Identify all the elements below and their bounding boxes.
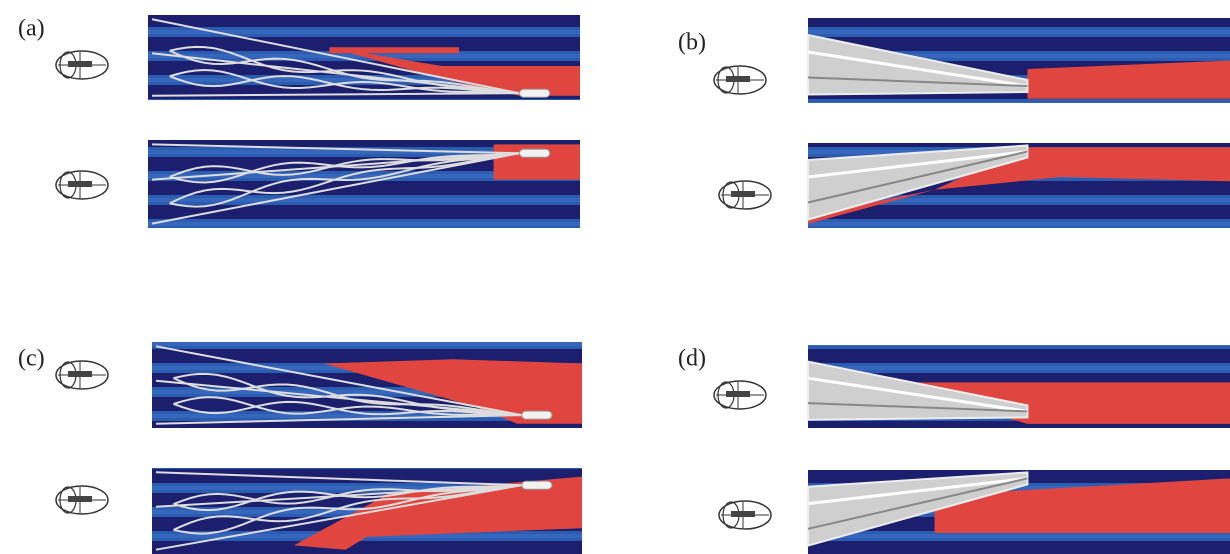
icon-body xyxy=(68,181,92,187)
device-icon xyxy=(719,181,771,209)
device-icon xyxy=(719,501,771,529)
panel-label: (a) xyxy=(18,16,45,42)
figure: (a) (b) (c) (d) xyxy=(0,0,1230,554)
icon-body xyxy=(731,191,755,197)
panel-label: (b) xyxy=(678,30,706,56)
icon-body xyxy=(68,371,92,377)
device-icon xyxy=(56,171,108,199)
device-icon xyxy=(56,361,108,389)
device-icon xyxy=(56,51,108,79)
icon-body xyxy=(726,76,750,82)
simulation-tile xyxy=(808,345,1230,428)
icon-body xyxy=(68,61,92,67)
device-icon xyxy=(714,66,766,94)
simulation-tile xyxy=(152,342,582,428)
icon-body xyxy=(731,511,755,517)
device-icon xyxy=(714,381,766,409)
simulation-tile xyxy=(152,468,582,554)
simulation-tile xyxy=(808,470,1230,554)
icon-body xyxy=(68,496,92,502)
catheter-tip xyxy=(522,481,552,489)
catheter-tip xyxy=(522,411,552,419)
simulation-tile xyxy=(148,15,580,100)
panel-label: (d) xyxy=(678,346,706,372)
simulation-tile xyxy=(808,18,1230,103)
panel-label: (c) xyxy=(18,346,45,372)
icon-body xyxy=(726,391,750,397)
catheter-tip xyxy=(520,149,550,157)
simulation-tile xyxy=(148,140,580,228)
device-icon xyxy=(56,486,108,514)
catheter-tip xyxy=(520,89,550,97)
simulation-tile xyxy=(808,143,1230,228)
